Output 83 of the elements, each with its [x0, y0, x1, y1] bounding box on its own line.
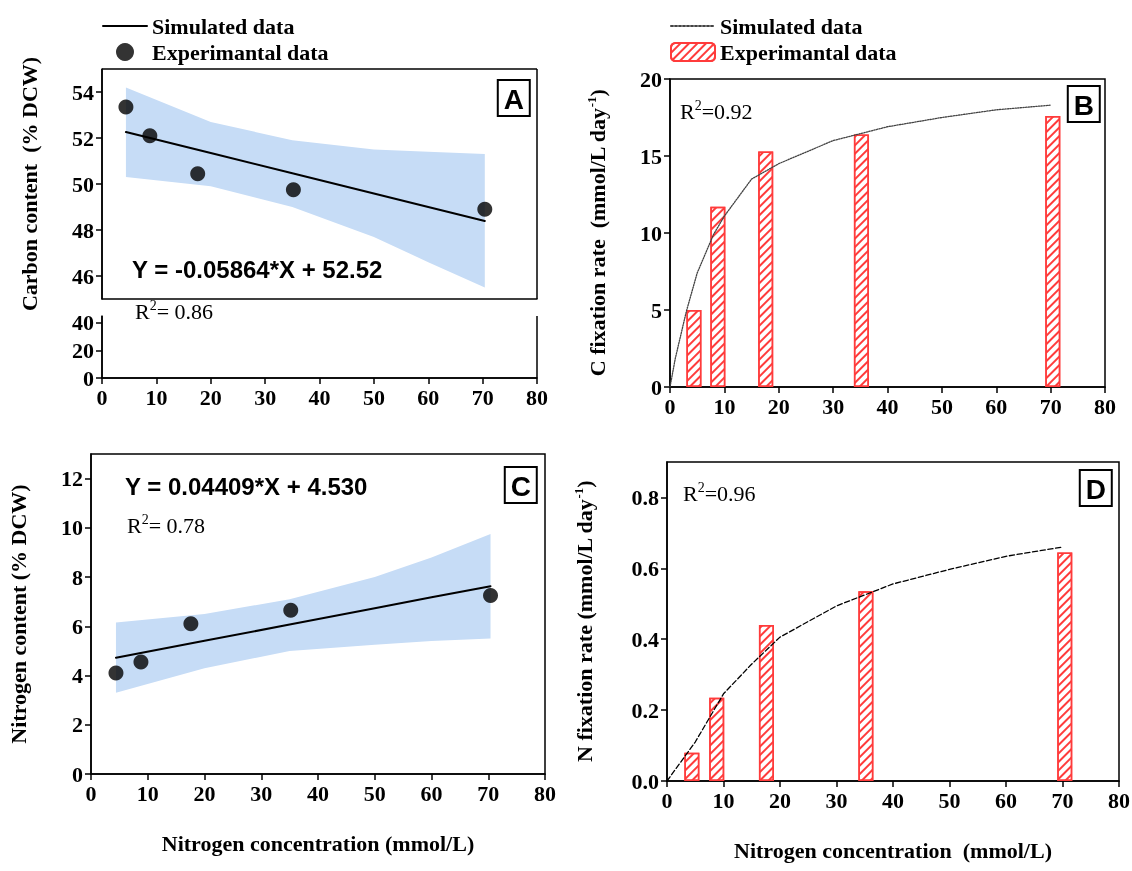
y-axis-title: Nitrogen content (% DCW) [5, 484, 31, 744]
y-axis-title: N fixation rate (mmol/L day-1) [571, 480, 597, 762]
y-tick-label: 0.2 [631, 697, 659, 723]
x-tick-label: 40 [882, 787, 904, 813]
legend-label: Experimantal data [720, 39, 897, 65]
text: A [503, 83, 525, 115]
y-tick-label: 10 [640, 220, 662, 246]
x-tick-label: 10 [136, 780, 159, 806]
x-tick-label: 30 [250, 780, 273, 806]
y-tick-label: 8 [72, 564, 83, 590]
x-tick-label: 50 [938, 787, 961, 813]
x-tick-label: 60 [995, 787, 1017, 813]
x-tick-label: 40 [876, 393, 899, 419]
y-tick-label: 6 [72, 613, 83, 639]
y-tick-label: 52 [72, 125, 94, 151]
y-tick-label: 12 [61, 466, 83, 492]
x-tick-label: 70 [477, 780, 500, 806]
x-tick-label: 10 [713, 393, 736, 419]
x-tick-label: 80 [1094, 393, 1116, 419]
y-tick-label: 54 [72, 79, 94, 105]
legend-label: Experimantal data [152, 39, 329, 65]
y-tick-label: 15 [640, 143, 662, 169]
y-tick-label: 20 [72, 337, 94, 363]
x-tick-label: 20 [767, 393, 790, 419]
y-tick-label: 0.4 [631, 626, 659, 652]
x-tick-label: 10 [712, 787, 735, 813]
point [142, 128, 158, 144]
chart-title: B [1073, 89, 1095, 121]
y-axis-title: C fixation rate (mmol/L day-1) [584, 89, 610, 377]
legend-label: Simulated data [720, 13, 863, 39]
x-tick-label: 80 [534, 780, 556, 806]
x-axis-title: Nitrogen concentration (mmol/L) [161, 830, 475, 856]
x-tick-label: 30 [825, 787, 848, 813]
x-tick-label: 60 [417, 384, 440, 410]
point [108, 665, 124, 681]
text: C [510, 470, 532, 502]
x-tick-label: 50 [362, 384, 385, 410]
point [285, 182, 301, 198]
annotation: Y = 0.04409*X + 4.530 [125, 472, 368, 500]
x-tick-label: 60 [420, 780, 443, 806]
x-tick-label: 50 [363, 780, 386, 806]
x-tick-label: 30 [254, 384, 277, 410]
y-tick-label: 0 [83, 365, 94, 391]
y-tick-label: 50 [72, 171, 94, 197]
point [133, 654, 149, 670]
chart-title: D [1085, 473, 1107, 505]
y-tick-label: 46 [72, 263, 94, 289]
x-tick-label: 30 [822, 393, 845, 419]
x-tick-label: 20 [769, 787, 791, 813]
x-tick-label: 10 [145, 384, 168, 410]
legend-label: Simulated data [152, 13, 295, 39]
y-tick-label: 0.8 [631, 484, 659, 510]
y-tick-label: 20 [640, 66, 662, 92]
y-tick-label: 0 [72, 761, 83, 787]
y-tick-label: 0.0 [631, 768, 659, 794]
x-axis-title: Nitrogen concentration (mmol/L) [734, 837, 1052, 863]
y-axis-title: Carbon content (% DCW) [16, 56, 42, 312]
y-tick-label: 2 [72, 712, 83, 738]
x-tick-label: 40 [307, 780, 329, 806]
x-tick-label: 40 [308, 384, 331, 410]
annotation: Y = -0.05864*X + 52.52 [132, 255, 383, 283]
point [118, 99, 134, 115]
point [283, 602, 299, 618]
point [483, 588, 499, 604]
x-tick-label: 80 [526, 384, 548, 410]
y-tick-label: 10 [61, 515, 83, 541]
point [183, 616, 199, 632]
y-tick-label: 0.6 [631, 555, 659, 581]
y-tick-label: 4 [72, 663, 83, 689]
x-tick-label: 50 [930, 393, 953, 419]
x-tick-label: 70 [471, 384, 494, 410]
line-series [124, 131, 486, 223]
point [190, 166, 206, 182]
x-tick-label: 70 [1051, 787, 1074, 813]
y-tick-label: 5 [651, 297, 662, 323]
point [477, 201, 493, 217]
x-tick-label: 60 [985, 393, 1008, 419]
y-tick-label: 48 [72, 217, 94, 243]
x-tick-label: 80 [1108, 787, 1130, 813]
y-tick-label: 40 [72, 310, 94, 336]
x-tick-label: 20 [199, 384, 222, 410]
x-tick-label: 20 [193, 780, 216, 806]
x-tick-label: 70 [1039, 393, 1062, 419]
